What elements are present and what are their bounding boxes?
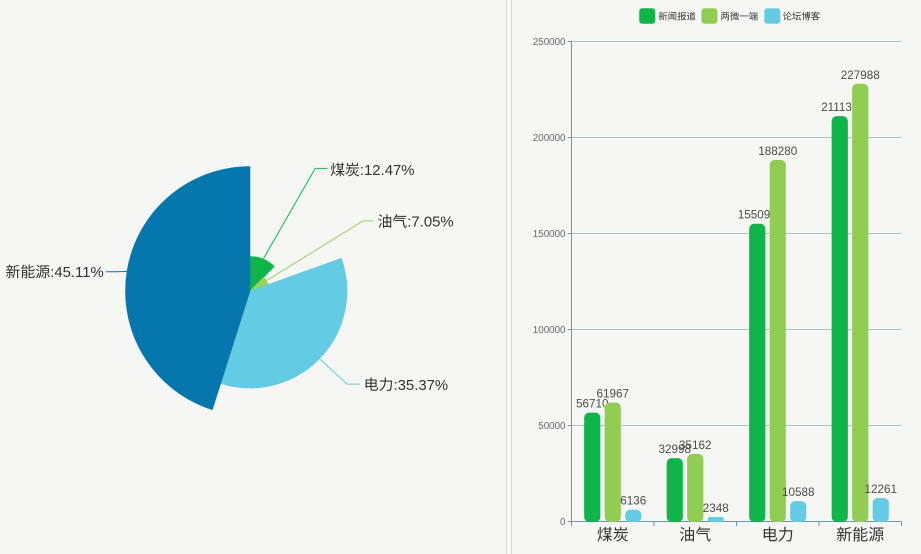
svg-text:61967: 61967 [596, 388, 629, 401]
svg-text:100000: 100000 [533, 325, 566, 336]
svg-text:0: 0 [560, 517, 566, 528]
svg-text::12.47%: :12.47% [360, 163, 415, 179]
svg-text:227988: 227988 [841, 69, 880, 82]
svg-text:12261: 12261 [864, 483, 897, 496]
svg-text:50000: 50000 [538, 421, 566, 432]
svg-text:200000: 200000 [533, 133, 566, 144]
svg-text:56710: 56710 [576, 398, 609, 411]
svg-text:35162: 35162 [679, 439, 712, 452]
svg-text::7.05%: :7.05% [407, 215, 453, 231]
svg-text::35.37%: :35.37% [394, 378, 449, 394]
svg-text:150000: 150000 [533, 229, 566, 240]
svg-text:32998: 32998 [658, 443, 691, 456]
svg-text:250000: 250000 [533, 37, 566, 48]
svg-text:155090: 155090 [738, 209, 778, 222]
svg-text:188280: 188280 [758, 145, 798, 158]
svg-text:6136: 6136 [620, 495, 646, 508]
svg-text::45.11%: :45.11% [50, 265, 104, 281]
svg-text:211133: 211133 [821, 101, 858, 114]
svg-text:10588: 10588 [782, 486, 815, 499]
svg-text:2348: 2348 [703, 502, 729, 515]
